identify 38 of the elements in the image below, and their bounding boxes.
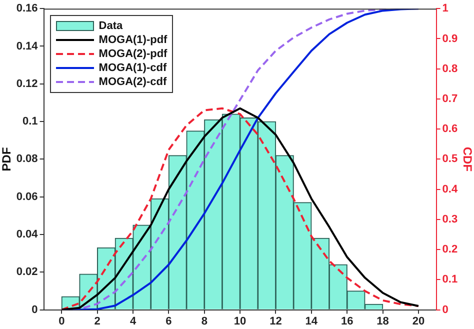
x-tick-label: 6: [166, 315, 172, 328]
legend-label: MOGA(2)-cdf: [98, 76, 167, 88]
y-tick-label: 0: [32, 304, 38, 316]
y2-tick-label: 0.4: [442, 183, 458, 196]
legend-label: MOGA(1)-cdf: [98, 62, 167, 74]
x-tick-label: 14: [305, 315, 318, 328]
y2-tick-label: 0.6: [442, 123, 458, 136]
y2-tick-label: 0.7: [442, 92, 458, 105]
x-tick-label: 12: [270, 315, 282, 328]
y-tick-label: 0.16: [16, 2, 38, 15]
y2-axis-title: CDF: [460, 146, 474, 172]
y-tick-label: 0.08: [16, 153, 38, 166]
legend-label: MOGA(1)-pdf: [98, 34, 168, 46]
legend-label: Data: [98, 20, 123, 32]
x-tick-label: 20: [412, 315, 425, 328]
y-tick-label: 0.14: [16, 40, 39, 52]
y-tick-label: 0.06: [16, 190, 38, 203]
y2-tick-label: 0.8: [442, 62, 458, 75]
y2-tick-label: 1: [442, 2, 448, 15]
y2-tick-label: 0: [442, 304, 448, 316]
x-tick-label: 4: [130, 315, 137, 328]
y2-tick-label: 0.2: [442, 244, 458, 256]
y-tick-label: 0.02: [16, 266, 38, 278]
y2-tick-label: 0.9: [442, 32, 458, 45]
x-tick-label: 2: [94, 315, 100, 328]
y2-tick-label: 0.3: [442, 213, 458, 226]
y-tick-label: 0.12: [16, 78, 38, 90]
x-tick-label: 0: [58, 315, 65, 328]
y-tick-label: 0.1: [22, 116, 38, 128]
y2-tick-label: 0.5: [442, 153, 458, 166]
legend-label: MOGA(2)-pdf: [98, 48, 168, 60]
x-tick-label: 16: [340, 315, 354, 328]
x-tick-label: 18: [376, 315, 389, 328]
x-tick-label: 10: [234, 315, 246, 328]
x-tick-label: 8: [201, 315, 208, 328]
y2-tick-label: 0.1: [442, 274, 458, 286]
y-tick-label: 0.04: [16, 228, 39, 241]
y-axis-title: PDF: [0, 147, 14, 172]
